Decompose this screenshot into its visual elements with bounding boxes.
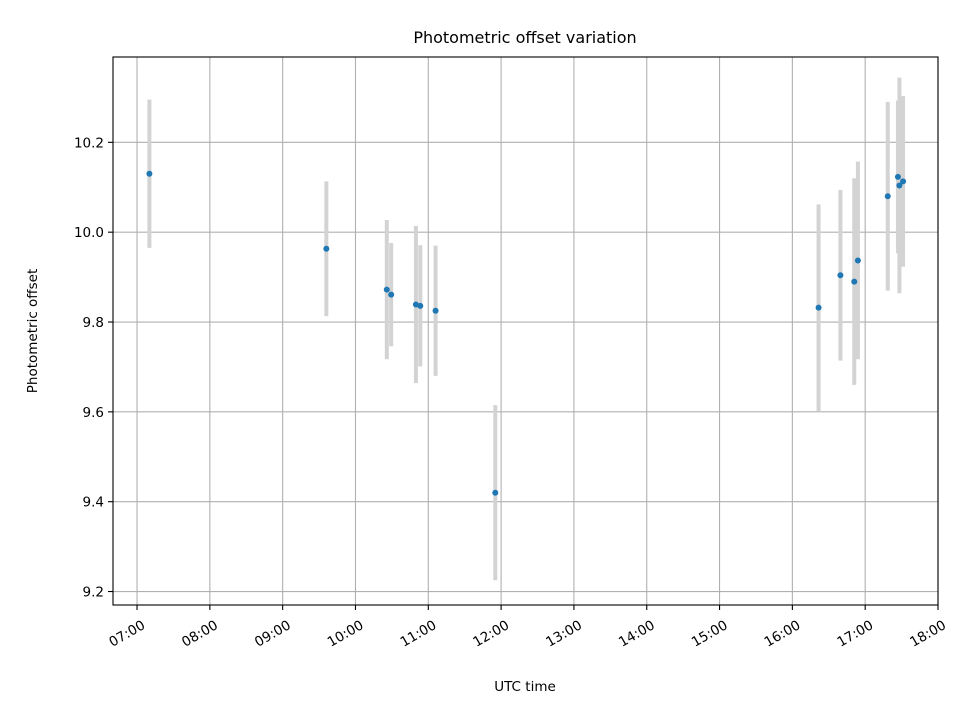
data-point [417, 302, 424, 309]
x-tick-label: 11:00 [398, 617, 440, 650]
x-axis-label: UTC time [494, 679, 556, 695]
data-point [388, 291, 395, 298]
plot-frame [112, 56, 939, 606]
y-axis-ticks: 9.2 9.4 9.6 9.8 10.0 10.2 [74, 135, 113, 601]
y-tick-label: 10.2 [74, 135, 104, 151]
chart-title: Photometric offset variation [413, 28, 636, 47]
data-point [884, 193, 891, 200]
y-tick-label: 10.0 [74, 225, 104, 241]
x-axis-ticks: 07:00 08:00 09:00 10:00 11:00 12:00 13:00 14:00… [106, 605, 949, 651]
y-tick-label: 9.4 [83, 495, 104, 511]
x-tick-label: 16:00 [762, 617, 804, 650]
data-point [837, 272, 844, 279]
x-tick-label: 17:00 [834, 617, 876, 650]
data-points [146, 170, 907, 496]
x-tick-label: 12:00 [470, 617, 512, 650]
data-point [854, 257, 861, 264]
data-point [383, 286, 390, 293]
y-axis-label: Photometric offset [25, 269, 41, 393]
x-tick-label: 09:00 [252, 617, 294, 650]
data-point [851, 278, 858, 285]
grid [113, 57, 939, 605]
y-tick-label: 9.6 [83, 405, 104, 421]
data-point [896, 182, 903, 189]
data-point [432, 307, 439, 314]
data-point [815, 304, 822, 311]
x-tick-label: 14:00 [616, 617, 658, 650]
x-tick-label: 07:00 [106, 617, 148, 650]
x-tick-label: 08:00 [179, 617, 221, 650]
data-point [900, 178, 907, 185]
x-tick-label: 10:00 [325, 617, 367, 650]
data-point [146, 170, 153, 177]
data-point [492, 489, 499, 496]
x-tick-label: 13:00 [543, 617, 585, 650]
y-tick-label: 9.2 [83, 585, 104, 601]
data-point [894, 173, 901, 180]
data-point [323, 245, 330, 252]
y-tick-label: 9.8 [83, 315, 104, 331]
x-tick-label: 15:00 [689, 617, 731, 650]
error-bars [147, 77, 906, 581]
x-tick-label: 18:00 [907, 617, 949, 650]
